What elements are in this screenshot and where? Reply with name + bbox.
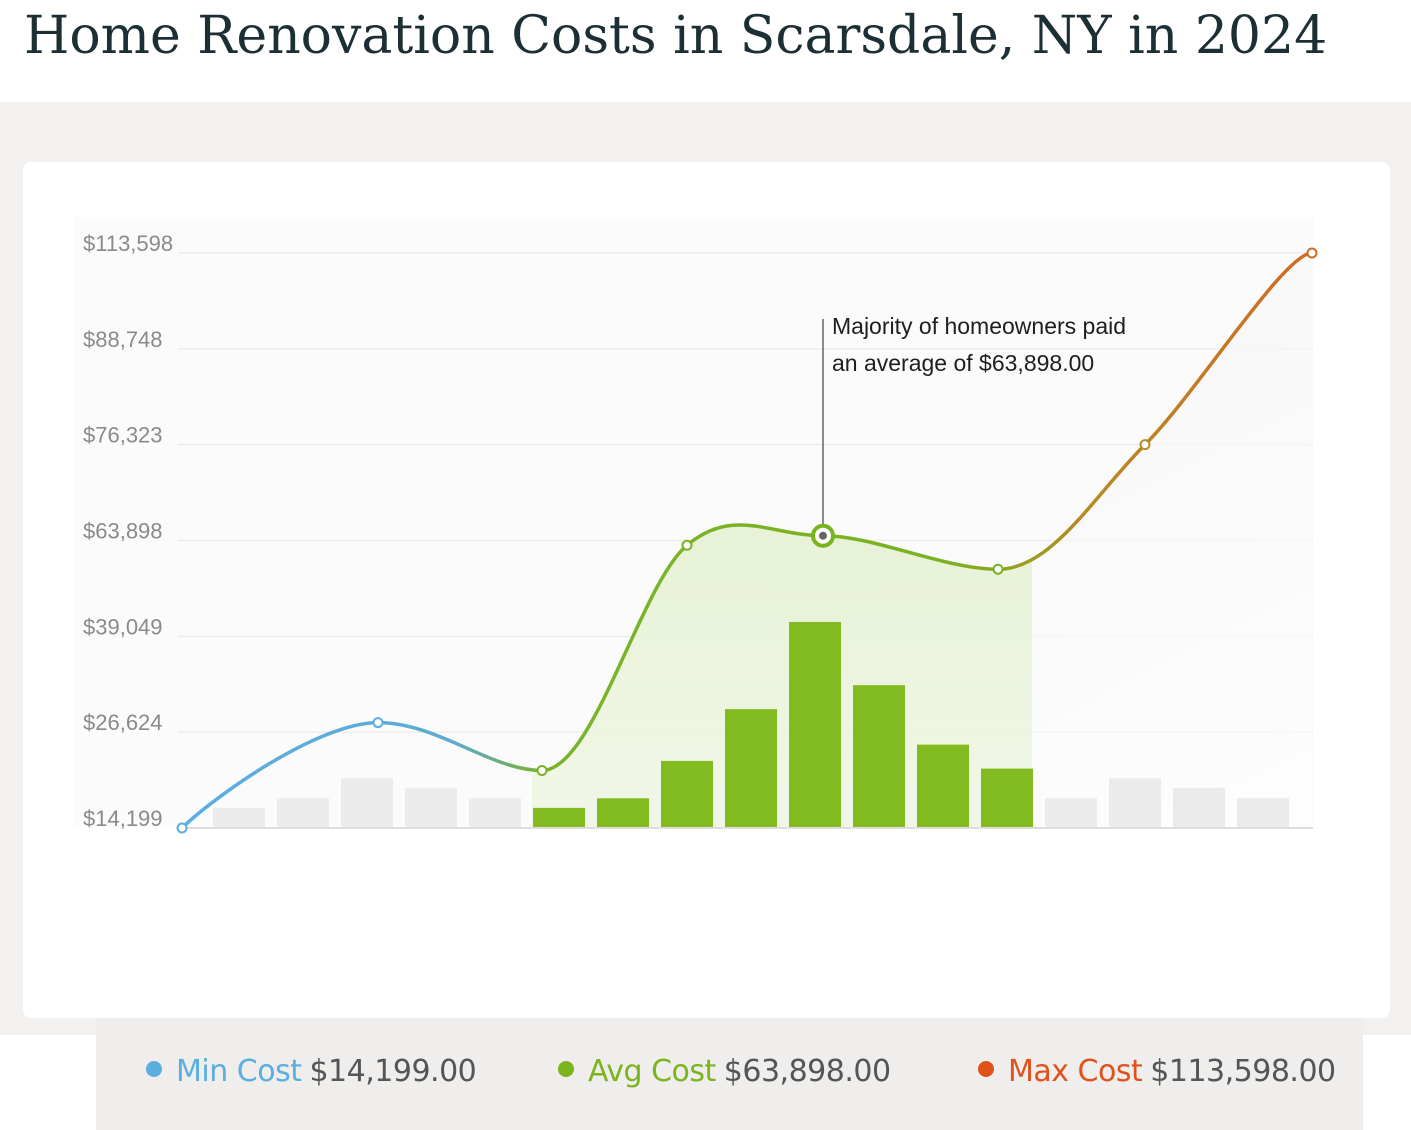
legend-max: Max Cost $113,598.00 xyxy=(978,1054,1336,1089)
curve-point xyxy=(1306,247,1318,259)
histogram-bar xyxy=(1237,798,1289,828)
y-tick-label: $76,323 xyxy=(83,423,163,448)
histogram-bar xyxy=(469,798,521,828)
chart-card: $113,598 $88,748 $76,323 $63,898 $39,049 $26,… xyxy=(23,162,1390,1130)
histogram-bar xyxy=(981,768,1033,828)
max-value: $113,598.00 xyxy=(1150,1054,1336,1089)
y-tick-label: $39,049 xyxy=(83,614,163,639)
histogram-bar xyxy=(533,807,585,828)
histogram-bar xyxy=(277,798,329,828)
histogram-bar xyxy=(853,685,905,828)
cost-chart: $113,598 $88,748 $76,323 $63,898 $39,049 $26,… xyxy=(73,217,1318,834)
histogram-bar xyxy=(597,798,649,828)
histogram-bar xyxy=(917,744,969,828)
max-range-area xyxy=(1032,253,1312,828)
y-tick-label: $14,199 xyxy=(83,806,163,831)
histogram-bar xyxy=(405,787,457,828)
min-label: Min Cost xyxy=(176,1054,302,1089)
curve-point xyxy=(372,717,384,729)
histogram-bars xyxy=(213,621,1289,828)
curve-point xyxy=(176,822,188,834)
curve-point xyxy=(536,765,548,776)
curve-points xyxy=(176,247,1318,834)
y-tick-label: $26,624 xyxy=(83,710,163,735)
y-tick-label: $113,598 xyxy=(83,231,173,256)
avg-value: $63,898.00 xyxy=(723,1054,891,1089)
min-value: $14,199.00 xyxy=(309,1054,477,1089)
histogram-bar xyxy=(789,621,841,828)
y-axis-labels: $113,598 $88,748 $76,323 $63,898 $39,049 $26,… xyxy=(83,231,173,831)
annotation-line-2: an average of $63,898.00 xyxy=(832,350,1094,376)
legend-avg: Avg Cost $63,898.00 xyxy=(558,1054,891,1089)
highlight-point-center xyxy=(819,531,827,540)
histogram-bar xyxy=(213,807,265,828)
y-tick-label: $63,898 xyxy=(83,519,163,544)
histogram-bar xyxy=(1173,787,1225,828)
y-tick-label: $88,748 xyxy=(83,327,163,352)
avg-label: Avg Cost xyxy=(588,1054,716,1089)
histogram-bar xyxy=(1045,798,1097,828)
avg-range-area xyxy=(532,525,1032,828)
curve-point xyxy=(1139,439,1151,451)
curve-point xyxy=(681,539,693,551)
histogram-bar xyxy=(725,709,777,828)
avg-dot-icon xyxy=(558,1061,574,1077)
histogram-bar xyxy=(341,778,393,828)
legend-min: Min Cost $14,199.00 xyxy=(146,1054,477,1089)
max-dot-icon xyxy=(978,1061,994,1077)
annotation-line-1: Majority of homeowners paid xyxy=(832,313,1126,339)
max-label: Max Cost xyxy=(1008,1054,1143,1089)
curve-point xyxy=(992,563,1004,575)
min-dot-icon xyxy=(146,1061,162,1077)
histogram-bar xyxy=(661,760,713,828)
histogram-bar xyxy=(1109,778,1161,828)
page-title: Home Renovation Costs in Scarsdale, NY i… xyxy=(24,6,1328,66)
